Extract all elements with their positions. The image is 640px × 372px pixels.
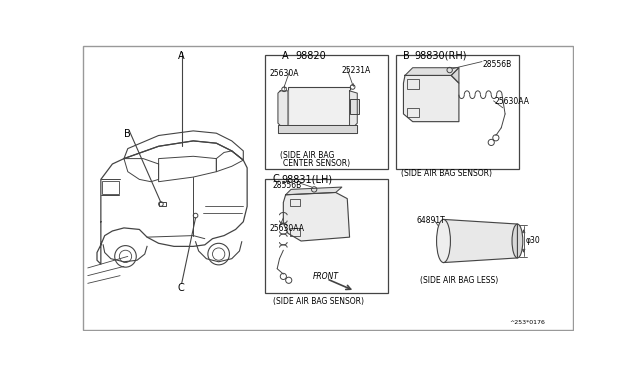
Text: CENTER SENSOR): CENTER SENSOR) <box>284 158 351 168</box>
Text: B: B <box>124 129 131 140</box>
Text: 98830(RH): 98830(RH) <box>414 51 467 61</box>
Text: B: B <box>403 51 410 61</box>
Polygon shape <box>349 91 357 125</box>
Text: A: A <box>178 51 184 61</box>
Bar <box>407 79 419 89</box>
Text: ^253*0176: ^253*0176 <box>509 320 545 325</box>
Text: A: A <box>282 51 289 61</box>
Text: 28556B: 28556B <box>273 181 302 190</box>
Text: 25231A: 25231A <box>342 66 371 75</box>
Polygon shape <box>284 192 349 241</box>
Bar <box>407 108 419 117</box>
Text: C: C <box>178 283 184 294</box>
Polygon shape <box>405 68 459 76</box>
Text: (SIDE AIR BAG SENSOR): (SIDE AIR BAG SENSOR) <box>273 297 364 306</box>
Polygon shape <box>451 68 459 83</box>
Bar <box>396 55 519 169</box>
Text: FRONT: FRONT <box>312 272 339 281</box>
Ellipse shape <box>436 219 451 263</box>
Text: (SIDE AIR BAG LESS): (SIDE AIR BAG LESS) <box>420 276 499 285</box>
Bar <box>349 99 359 114</box>
Bar <box>289 199 300 206</box>
Bar <box>265 55 388 169</box>
Polygon shape <box>278 91 288 125</box>
Text: (SIDE AIR BAG: (SIDE AIR BAG <box>280 151 335 160</box>
Text: (SIDE AIR BAG SENSOR): (SIDE AIR BAG SENSOR) <box>401 169 492 179</box>
Text: 25630A: 25630A <box>269 69 299 78</box>
Bar <box>159 202 166 206</box>
Text: 28556B: 28556B <box>483 60 512 69</box>
Text: C: C <box>273 174 279 184</box>
Ellipse shape <box>512 224 523 258</box>
Polygon shape <box>403 76 459 122</box>
Text: 25630AA: 25630AA <box>494 97 529 106</box>
Bar <box>102 181 118 194</box>
Text: 98831(LH): 98831(LH) <box>282 174 333 184</box>
Text: 25630AA: 25630AA <box>269 224 305 233</box>
Polygon shape <box>285 187 342 195</box>
Bar <box>265 179 388 294</box>
Polygon shape <box>278 125 357 133</box>
Polygon shape <box>444 219 517 263</box>
Text: 98820: 98820 <box>296 51 326 61</box>
Bar <box>288 87 349 129</box>
Text: φ30: φ30 <box>526 235 541 245</box>
Bar <box>289 228 300 235</box>
Text: 64891T: 64891T <box>417 216 445 225</box>
